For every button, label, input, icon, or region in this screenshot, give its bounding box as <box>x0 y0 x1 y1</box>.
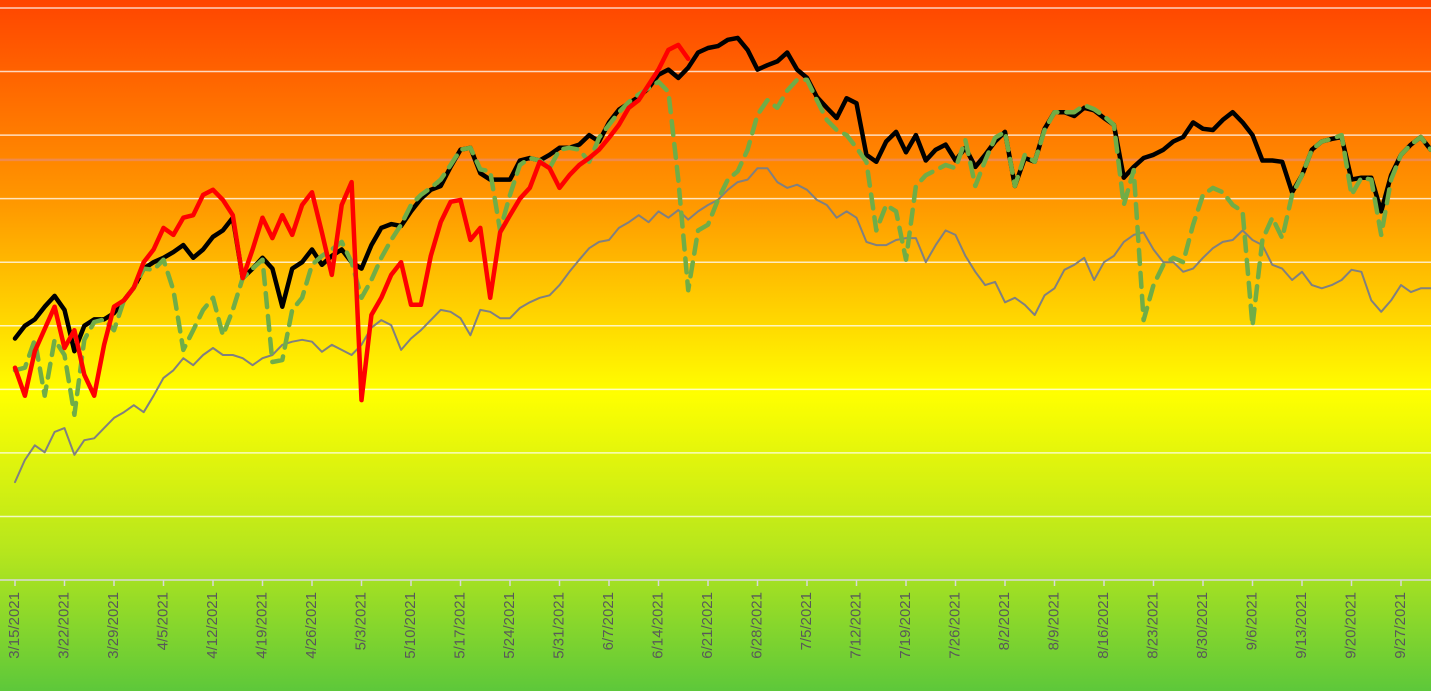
x-tick-label: 4/26/2021 <box>303 592 320 659</box>
x-tick-label: 4/19/2021 <box>253 592 270 659</box>
x-tick-label: 8/2/2021 <box>996 592 1013 650</box>
x-tick-label: 9/13/2021 <box>1293 592 1310 659</box>
x-tick-label: 4/5/2021 <box>154 592 171 650</box>
x-tick-label: 6/21/2021 <box>699 592 716 659</box>
x-tick-label: 8/16/2021 <box>1095 592 1112 659</box>
x-tick-label: 5/31/2021 <box>550 592 567 659</box>
x-tick-label: 7/26/2021 <box>946 592 963 659</box>
x-tick-label: 8/30/2021 <box>1194 592 1211 659</box>
series-line <box>12 77 1431 418</box>
x-tick-label: 6/14/2021 <box>649 592 666 659</box>
x-tick-label: 9/27/2021 <box>1392 592 1409 659</box>
x-tick-label: 7/19/2021 <box>897 592 914 659</box>
x-tick-label: 3/29/2021 <box>105 592 122 659</box>
x-tick-label: 6/28/2021 <box>748 592 765 659</box>
x-tick-label: 8/23/2021 <box>1144 592 1161 659</box>
x-tick-label: 5/10/2021 <box>402 592 419 659</box>
x-tick-label: 3/15/2021 <box>6 592 23 659</box>
x-tick-label: 4/12/2021 <box>204 592 221 659</box>
x-tick-label: 8/9/2021 <box>1045 592 1062 650</box>
x-tick-label: 9/6/2021 <box>1243 592 1260 650</box>
series-line <box>12 35 1431 354</box>
series-line <box>12 42 691 403</box>
x-tick-label: 5/3/2021 <box>352 592 369 650</box>
x-tick-label: 7/5/2021 <box>798 592 815 650</box>
x-tick-label: 5/17/2021 <box>451 592 468 659</box>
x-tick-label: 5/24/2021 <box>501 592 518 659</box>
x-tick-label: 6/7/2021 <box>600 592 617 650</box>
x-tick-label: 3/22/2021 <box>55 592 72 659</box>
series-line <box>14 167 1431 484</box>
x-tick-label: 7/12/2021 <box>847 592 864 659</box>
x-tick-label: 9/20/2021 <box>1342 592 1359 659</box>
